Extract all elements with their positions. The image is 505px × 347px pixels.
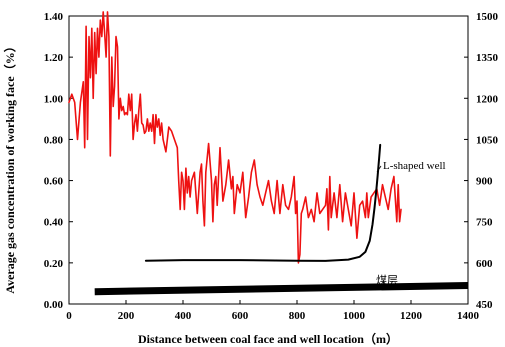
y-tick-label: 0.80 bbox=[44, 134, 64, 146]
y-tick-label: 1.20 bbox=[44, 52, 64, 64]
y-tick-label: 0.20 bbox=[44, 258, 64, 270]
y-tick-label: 0.40 bbox=[44, 217, 64, 229]
x-tick-label: 200 bbox=[118, 310, 135, 322]
y-tick-label: 0.00 bbox=[44, 299, 64, 311]
x-tick-label: 800 bbox=[289, 310, 306, 322]
coal-seam-bar bbox=[94, 282, 469, 296]
y2-tick-label: 1350 bbox=[476, 52, 499, 64]
y2-tick-label: 600 bbox=[476, 258, 493, 270]
x-axis-title: Distance between coal face and well loca… bbox=[138, 331, 398, 346]
y2-tick-label: 1500 bbox=[476, 11, 499, 23]
x-tick-label: 400 bbox=[175, 310, 192, 322]
plot-frame bbox=[68, 15, 469, 305]
y-axis-title: Average gas concentration of working fac… bbox=[2, 40, 17, 293]
gas-concentration-line bbox=[68, 11, 402, 264]
well-annotation: L-shaped well bbox=[383, 160, 446, 172]
y2-tick-label: 450 bbox=[476, 299, 493, 311]
l-shaped-well-line bbox=[144, 143, 382, 262]
x-tick-label: 1400 bbox=[457, 310, 480, 322]
x-tick-label: 0 bbox=[66, 310, 72, 322]
x-tick-label: 600 bbox=[232, 310, 249, 322]
y-tick-label: 1.00 bbox=[44, 93, 64, 105]
y2-tick-label: 1050 bbox=[476, 134, 499, 146]
y-tick-label: 1.40 bbox=[44, 11, 64, 23]
well-annotation-leader bbox=[376, 165, 382, 173]
x-tick-label: 1200 bbox=[400, 310, 423, 322]
y-tick-label: 0.60 bbox=[44, 176, 64, 188]
coal-seam-annotation: 煤层 bbox=[376, 274, 398, 287]
y2-tick-label: 1200 bbox=[476, 93, 499, 105]
x-tick-label: 1000 bbox=[343, 310, 366, 322]
y2-tick-label: 900 bbox=[476, 176, 493, 188]
y2-tick-label: 750 bbox=[476, 217, 493, 229]
